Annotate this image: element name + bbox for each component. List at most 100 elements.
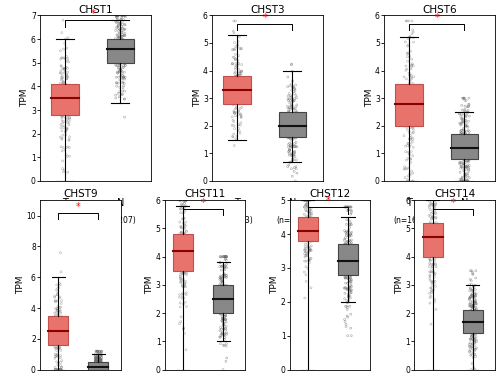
Point [96,364,104,370]
Point [54,311,62,317]
Point [400,92,408,99]
Point [228,89,236,95]
Point [344,256,351,262]
Point [466,285,474,291]
Point [113,59,121,65]
Point [62,64,70,70]
Point [300,215,308,221]
Point [286,93,294,99]
Point [50,293,58,299]
Point [222,313,230,319]
Point [464,159,472,165]
Point [96,367,104,373]
Point [221,254,229,260]
Point [176,197,184,203]
Point [346,204,354,210]
Point [222,355,230,361]
Point [430,274,438,280]
Point [176,244,184,251]
Point [64,86,72,92]
Point [428,248,436,254]
Point [404,51,411,57]
Point [63,125,71,131]
Point [60,66,68,72]
Point [471,299,479,305]
Point [344,275,351,281]
Point [406,48,414,54]
Point [218,263,226,270]
Point [56,340,64,346]
Point [460,119,468,125]
Point [292,124,300,130]
Point [218,318,226,324]
Point [114,42,122,48]
Point [236,95,244,101]
Point [222,274,230,280]
Point [230,74,237,80]
Point [472,331,480,337]
Point [219,315,227,321]
Point [60,167,68,173]
Point [463,104,471,110]
Point [466,128,473,134]
Point [402,87,409,93]
Point [116,56,124,62]
Point [118,45,126,51]
Point [59,144,67,151]
Point [178,264,186,270]
Point [181,237,189,243]
Point [54,326,62,332]
Point [428,194,436,200]
Point [426,272,434,278]
Point [469,294,477,300]
Point [94,367,102,373]
Point [464,158,472,164]
Point [304,203,312,209]
Point [466,308,473,314]
Point [307,247,315,253]
Point [98,354,106,360]
Point [404,50,411,56]
Point [432,234,440,240]
Point [302,197,310,203]
Point [409,27,417,33]
Point [470,303,478,309]
Point [218,254,226,260]
Point [231,87,239,93]
Point [288,84,296,90]
Point [425,212,433,218]
Point [346,325,354,331]
Point [285,135,293,141]
Point [428,252,436,258]
Point [228,61,236,67]
Point [58,100,66,107]
Point [97,367,105,373]
Point [346,224,354,231]
Point [232,57,239,63]
Point [410,124,418,130]
Point [426,219,434,225]
Point [408,18,416,24]
Point [91,357,99,363]
Point [116,59,124,65]
Point [96,367,104,373]
Point [288,62,296,68]
Point [220,332,228,338]
Point [468,269,476,275]
Point [404,112,412,118]
Point [292,82,300,88]
Point [340,264,348,270]
Point [94,362,102,368]
Point [344,208,351,214]
Point [53,291,61,298]
Point [290,97,298,103]
Point [344,256,352,262]
Point [470,302,478,308]
Point [408,116,416,122]
Point [176,197,184,203]
Point [287,159,295,165]
Point [229,102,237,108]
Point [287,132,295,138]
Point [59,78,67,84]
Point [472,310,480,316]
